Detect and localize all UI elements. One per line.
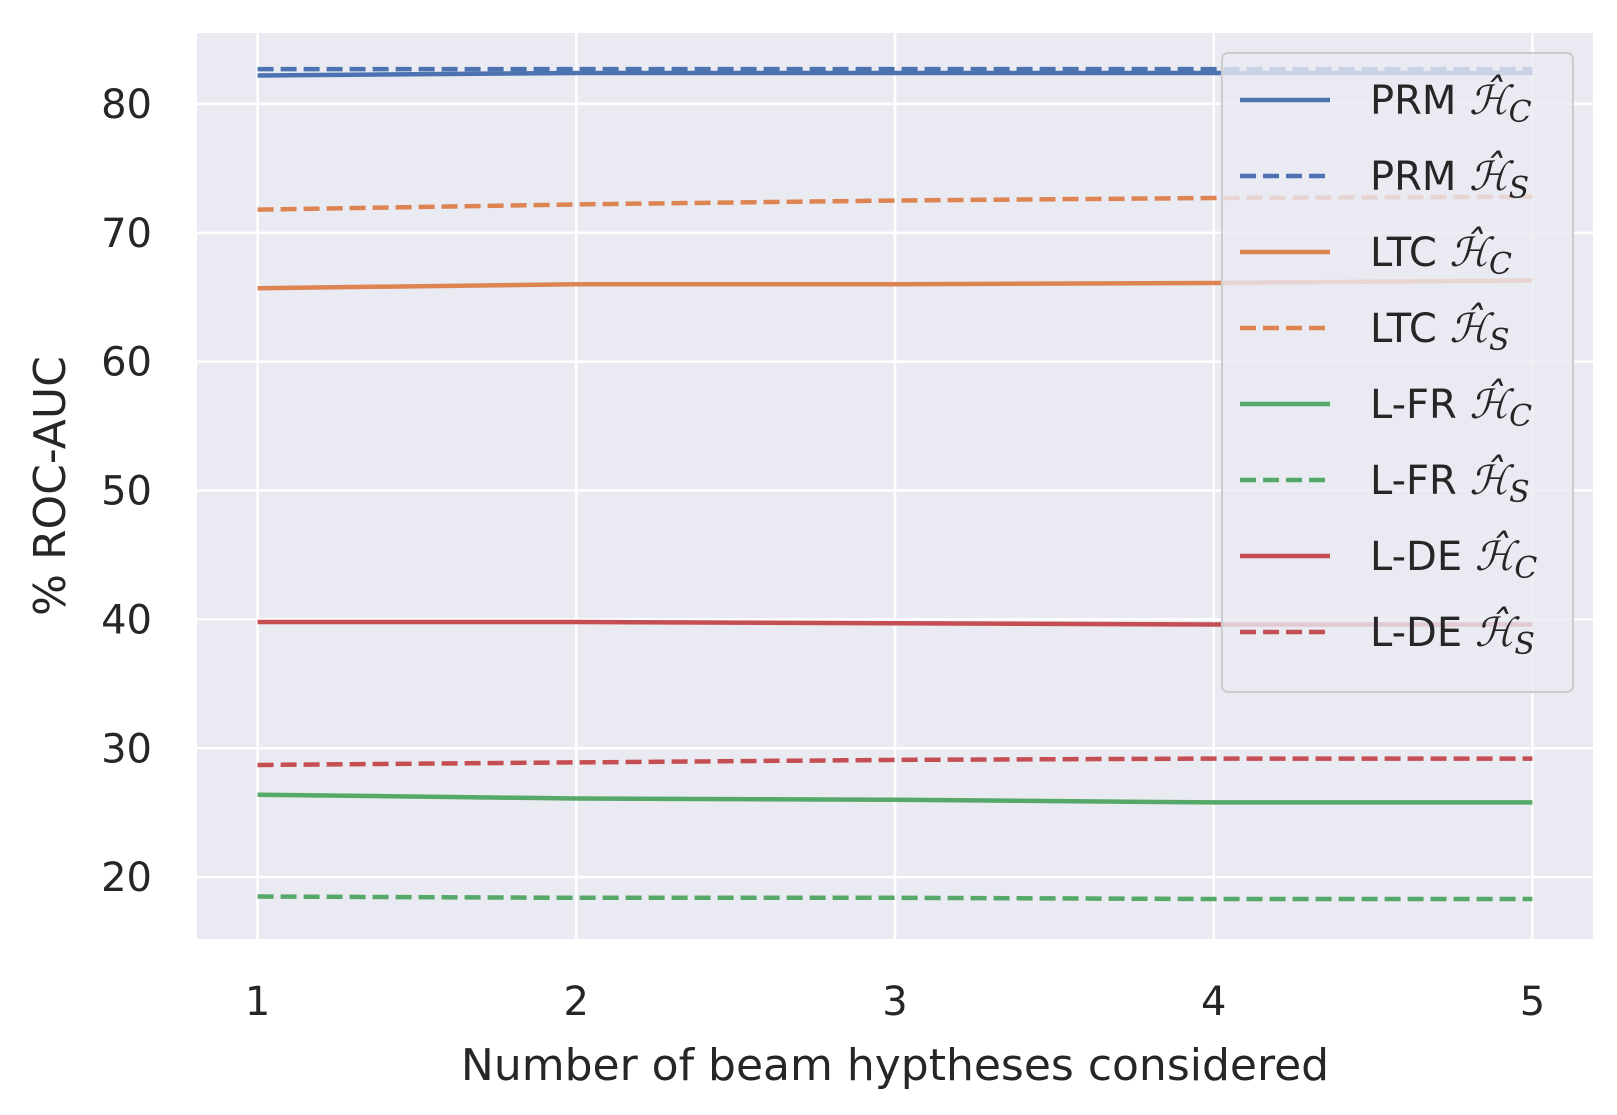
x-tick-label: 4 [1201,979,1226,1025]
legend-label: L-DE ℋ̂C [1370,531,1537,586]
legend-label: PRM ℋ̂S [1370,151,1529,206]
x-tick-label: 3 [882,979,907,1025]
x-axis-label: Number of beam hyptheses considered [461,1040,1329,1091]
legend-label: L-FR ℋ̂S [1370,455,1530,510]
y-tick-label: 50 [101,469,152,515]
y-axis-label: % ROC-AUC [25,356,76,616]
legend: PRM ℋ̂C PRM ℋ̂S LTC ℋ̂C LTC ℋ̂S L-FR ℋ̂C L-FR… [1221,52,1574,693]
legend-label: L-FR ℋ̂C [1370,379,1532,434]
legend-label: LTC ℋ̂S [1370,303,1510,358]
legend-label: PRM ℋ̂C [1370,75,1532,130]
y-tick-label: 60 [101,340,152,386]
y-tick-label: 20 [101,855,152,901]
y-tick-label: 80 [101,82,152,128]
y-tick-label: 70 [101,211,152,257]
legend-label: LTC ℋ̂C [1370,227,1512,282]
x-tick-labels: 1 2 3 4 5 [245,979,1545,1025]
legend-frame [1221,52,1574,693]
y-tick-labels: 20 30 40 50 60 70 80 [101,82,152,901]
y-tick-label: 30 [101,726,152,772]
y-tick-label: 40 [101,597,152,643]
x-tick-label: 5 [1520,979,1545,1025]
legend-label: L-DE ℋ̂S [1370,607,1535,662]
x-tick-label: 1 [245,979,270,1025]
x-tick-label: 2 [564,979,589,1025]
series-line-l-fr-hc [257,792,1533,805]
series-line-l-de-hs [257,756,1533,768]
series-line-l-fr-hs [257,894,1533,902]
